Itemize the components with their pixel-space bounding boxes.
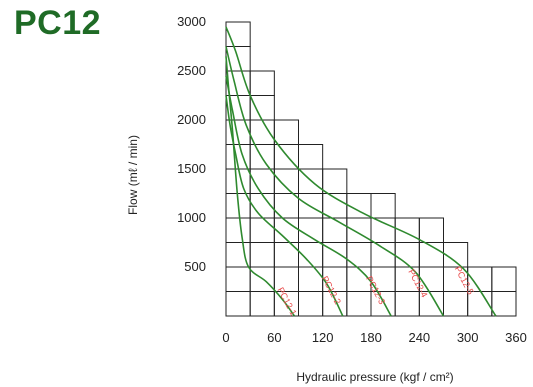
chart-title: PC12 — [14, 4, 102, 42]
grid-cell — [225, 291, 251, 317]
x-tick-label: 60 — [267, 330, 281, 345]
series-label-1: PC12-1 — [275, 286, 298, 318]
series-label-3: PC12-3 — [364, 274, 387, 306]
y-tick-label: 1500 — [177, 161, 206, 176]
y-tick-label: 2500 — [177, 63, 206, 78]
curve-labels: PC12-1 PC12-2 PC12-3 PC12-4 PC12-5 — [275, 265, 475, 318]
series-line-4 — [225, 46, 445, 317]
grid-cell — [491, 266, 517, 292]
grid-cell — [346, 242, 372, 268]
grid-cell — [249, 242, 275, 268]
grid-cell — [273, 168, 300, 194]
grid-cell — [249, 70, 275, 96]
series-line-2 — [225, 95, 344, 317]
x-tick-label: 120 — [312, 330, 334, 345]
y-tick-labels: 500 1000 1500 2000 2500 3000 — [177, 14, 206, 274]
grid-cell — [298, 144, 324, 170]
x-tick-label: 240 — [408, 330, 430, 345]
grid-cell — [370, 242, 396, 268]
grid-cell — [491, 291, 517, 317]
grid-cell — [225, 168, 251, 194]
grid-cell — [394, 242, 420, 268]
grid-cell — [249, 95, 275, 121]
x-axis-label: Hydraulic pressure (kgf / cm²) — [296, 370, 453, 384]
y-tick-label: 1000 — [177, 210, 206, 225]
grid-cell — [249, 291, 275, 317]
grid-cell — [370, 193, 396, 219]
grid-cell — [370, 217, 396, 243]
series-label-2: PC12-2 — [320, 274, 343, 306]
x-tick-label: 180 — [360, 330, 382, 345]
series-line-3 — [225, 75, 392, 317]
y-tick-label: 500 — [184, 259, 206, 274]
grid-cell — [298, 266, 324, 292]
grid — [225, 21, 517, 317]
series-label-4: PC12-4 — [406, 267, 429, 299]
x-tick-label: 360 — [505, 330, 527, 345]
grid-cell — [346, 291, 372, 317]
grid-cell — [298, 217, 324, 243]
series-line-5 — [225, 26, 497, 317]
y-tick-label: 3000 — [177, 14, 206, 29]
grid-cell — [273, 119, 300, 145]
grid-cell — [394, 291, 420, 317]
grid-cell — [225, 21, 251, 47]
grid-cell — [225, 266, 251, 292]
grid-cell — [418, 217, 445, 243]
grid-cell — [322, 168, 348, 194]
x-tick-label: 300 — [457, 330, 479, 345]
x-tick-label: 0 — [222, 330, 229, 345]
grid-cell — [298, 291, 324, 317]
grid-cell — [249, 217, 275, 243]
y-axis-label: Flow (mℓ / min) — [126, 135, 140, 215]
grid-cell — [322, 217, 348, 243]
x-tick-labels: 0 60 120 180 240 300 360 — [222, 330, 526, 345]
curves — [225, 26, 497, 317]
grid-cell — [443, 291, 469, 317]
y-tick-label: 2000 — [177, 112, 206, 127]
grid-cell — [273, 242, 300, 268]
grid-cell — [225, 217, 251, 243]
grid-cell — [443, 242, 469, 268]
